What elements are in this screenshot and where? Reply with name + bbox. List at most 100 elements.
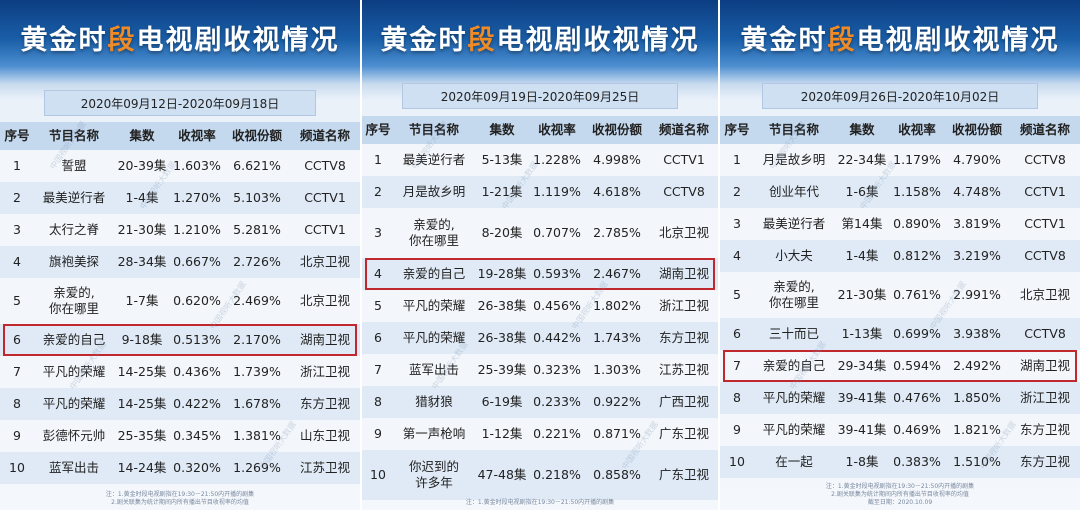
cell-program-name: 平凡的荣耀 bbox=[762, 422, 826, 438]
cell-share: 2.467% bbox=[593, 266, 641, 282]
cell-channel: 江苏卫视 bbox=[658, 362, 709, 378]
cell-episodes: 1-8集 bbox=[845, 454, 879, 470]
cell-program-name: 在一起 bbox=[775, 454, 813, 470]
cell-channel: 山东卫视 bbox=[299, 428, 350, 444]
cell-channel: 东方卫视 bbox=[658, 330, 709, 346]
ratings-table: 序号 节目名称 集数 收视率 收视份额 频道名称 1 誓盟 20-39集 1.603% 6.621%… bbox=[0, 122, 360, 484]
table-row: 7 平凡的荣耀 14-25集 0.436% 1.739% 浙江卫视 bbox=[0, 356, 360, 388]
cell-rank: 2 bbox=[374, 184, 382, 200]
cell-rating: 0.707% bbox=[533, 225, 581, 241]
header-channel: 频道名称 bbox=[299, 128, 350, 144]
footnote-line: 2.剧关联集为统计期间内所有播出节目收视率的均值 bbox=[111, 499, 249, 506]
cell-channel: 广东卫视 bbox=[658, 467, 709, 483]
header-program-name: 节目名称 bbox=[408, 122, 459, 138]
cell-program-name: 你迟到的 许多年 bbox=[408, 459, 459, 490]
cell-share: 2.991% bbox=[953, 287, 1001, 303]
table-row: 8 平凡的荣耀 39-41集 0.476% 1.850% 浙江卫视 bbox=[720, 382, 1080, 414]
cell-program-name: 第一声枪响 bbox=[402, 426, 466, 442]
title-text-highlight: 段 bbox=[827, 25, 857, 56]
cell-channel: 江苏卫视 bbox=[299, 460, 350, 476]
footnote-line: 注：1.黄金时段电视剧指在19:30－21:50内开播的剧集 bbox=[825, 483, 975, 490]
cell-episodes: 14-25集 bbox=[117, 364, 167, 380]
table-row: 10 你迟到的 许多年 47-48集 0.218% 0.858% 广东卫视 bbox=[362, 450, 718, 500]
cell-rank: 8 bbox=[374, 394, 382, 410]
cell-program-name: 月是故乡明 bbox=[762, 152, 826, 168]
title-text-end: 电视剧收视情况 bbox=[136, 25, 340, 56]
ratings-table: 序号 节目名称 集数 收视率 收视份额 频道名称 1 最美逆行者 5-13集 1.228% 4.99… bbox=[362, 116, 718, 500]
cell-episodes: 6-19集 bbox=[481, 394, 523, 410]
cell-program-name: 平凡的荣耀 bbox=[42, 396, 106, 412]
cell-channel: CCTV8 bbox=[1024, 152, 1066, 168]
table-row: 4 亲爱的自己 19-28集 0.593% 2.467% 湖南卫视 bbox=[362, 258, 718, 290]
cell-rank: 9 bbox=[733, 422, 741, 438]
cell-rank: 2 bbox=[13, 190, 21, 206]
cell-share: 2.785% bbox=[593, 225, 641, 241]
cell-channel: CCTV1 bbox=[304, 222, 346, 238]
cell-rank: 9 bbox=[374, 426, 382, 442]
table-row: 9 第一声枪响 1-12集 0.221% 0.871% 广东卫视 bbox=[362, 418, 718, 450]
cell-channel: 湖南卫视 bbox=[299, 332, 350, 348]
cell-episodes: 25-35集 bbox=[117, 428, 167, 444]
cell-program-name: 誓盟 bbox=[61, 158, 87, 174]
cell-episodes: 14-25集 bbox=[117, 396, 167, 412]
cell-share: 1.303% bbox=[593, 362, 641, 378]
table-row: 6 三十而已 1-13集 0.699% 3.938% CCTV8 bbox=[720, 318, 1080, 350]
cell-share: 1.802% bbox=[593, 298, 641, 314]
header-episodes: 集数 bbox=[489, 122, 515, 138]
cell-episodes: 47-48集 bbox=[477, 467, 527, 483]
cell-share: 2.170% bbox=[233, 332, 281, 348]
cell-episodes: 26-38集 bbox=[477, 330, 527, 346]
footnote-line: 2.剧关联集为统计期间内所有播出节目收视率的均值 bbox=[831, 491, 969, 498]
cell-share: 3.938% bbox=[953, 326, 1001, 342]
header-program-name: 节目名称 bbox=[768, 122, 819, 138]
table-row: 2 月是故乡明 1-21集 1.119% 4.618% CCTV8 bbox=[362, 176, 718, 208]
cell-channel: CCTV8 bbox=[304, 158, 346, 174]
cell-channel: 东方卫视 bbox=[1019, 422, 1070, 438]
cell-rating: 0.383% bbox=[893, 454, 941, 470]
cell-rank: 6 bbox=[374, 330, 382, 346]
cell-rating: 0.667% bbox=[173, 254, 221, 270]
cell-share: 0.922% bbox=[593, 394, 641, 410]
cell-channel: 北京卫视 bbox=[299, 254, 350, 270]
cell-rating: 0.593% bbox=[533, 266, 581, 282]
date-range: 2020年09月12日-2020年09月18日 bbox=[44, 90, 316, 116]
cell-channel: CCTV1 bbox=[663, 152, 705, 168]
cell-rank: 5 bbox=[13, 293, 21, 309]
cell-rank: 3 bbox=[733, 216, 741, 232]
table-row: 1 最美逆行者 5-13集 1.228% 4.998% CCTV1 bbox=[362, 144, 718, 176]
cell-channel: CCTV8 bbox=[663, 184, 705, 200]
cell-rating: 0.422% bbox=[173, 396, 221, 412]
cell-program-name: 最美逆行者 bbox=[42, 190, 106, 206]
cell-program-name: 亲爱的自己 bbox=[42, 332, 106, 348]
cell-share: 1.850% bbox=[953, 390, 1001, 406]
cell-channel: CCTV1 bbox=[304, 190, 346, 206]
header-episodes: 集数 bbox=[849, 122, 875, 138]
cell-channel: 浙江卫视 bbox=[1019, 390, 1070, 406]
cell-rank: 1 bbox=[733, 152, 741, 168]
header-rank: 序号 bbox=[724, 122, 750, 138]
cell-share: 0.871% bbox=[593, 426, 641, 442]
cell-episodes: 21-30集 bbox=[117, 222, 167, 238]
cell-rating: 0.456% bbox=[533, 298, 581, 314]
header-rating: 收视率 bbox=[898, 122, 936, 138]
cell-rating: 0.890% bbox=[893, 216, 941, 232]
cell-channel: 浙江卫视 bbox=[658, 298, 709, 314]
cell-episodes: 1-7集 bbox=[125, 293, 159, 309]
header-channel: 频道名称 bbox=[1019, 122, 1070, 138]
cell-program-name: 平凡的荣耀 bbox=[42, 364, 106, 380]
cell-rank: 7 bbox=[13, 364, 21, 380]
cell-episodes: 14-24集 bbox=[117, 460, 167, 476]
cell-rating: 1.270% bbox=[173, 190, 221, 206]
header-episodes: 集数 bbox=[129, 128, 155, 144]
cell-rank: 8 bbox=[13, 396, 21, 412]
cell-episodes: 1-21集 bbox=[481, 184, 523, 200]
cell-episodes: 28-34集 bbox=[117, 254, 167, 270]
cell-program-name: 蓝军出击 bbox=[408, 362, 459, 378]
cell-share: 1.269% bbox=[233, 460, 281, 476]
cell-program-name: 亲爱的, 你在哪里 bbox=[768, 279, 819, 310]
cell-channel: 广东卫视 bbox=[658, 426, 709, 442]
table-row: 8 猎豺狼 6-19集 0.233% 0.922% 广西卫视 bbox=[362, 386, 718, 418]
cell-episodes: 1-13集 bbox=[841, 326, 883, 342]
table-row: 4 旗袍美探 28-34集 0.667% 2.726% 北京卫视 bbox=[0, 246, 360, 278]
title-text-end: 电视剧收视情况 bbox=[856, 25, 1060, 56]
